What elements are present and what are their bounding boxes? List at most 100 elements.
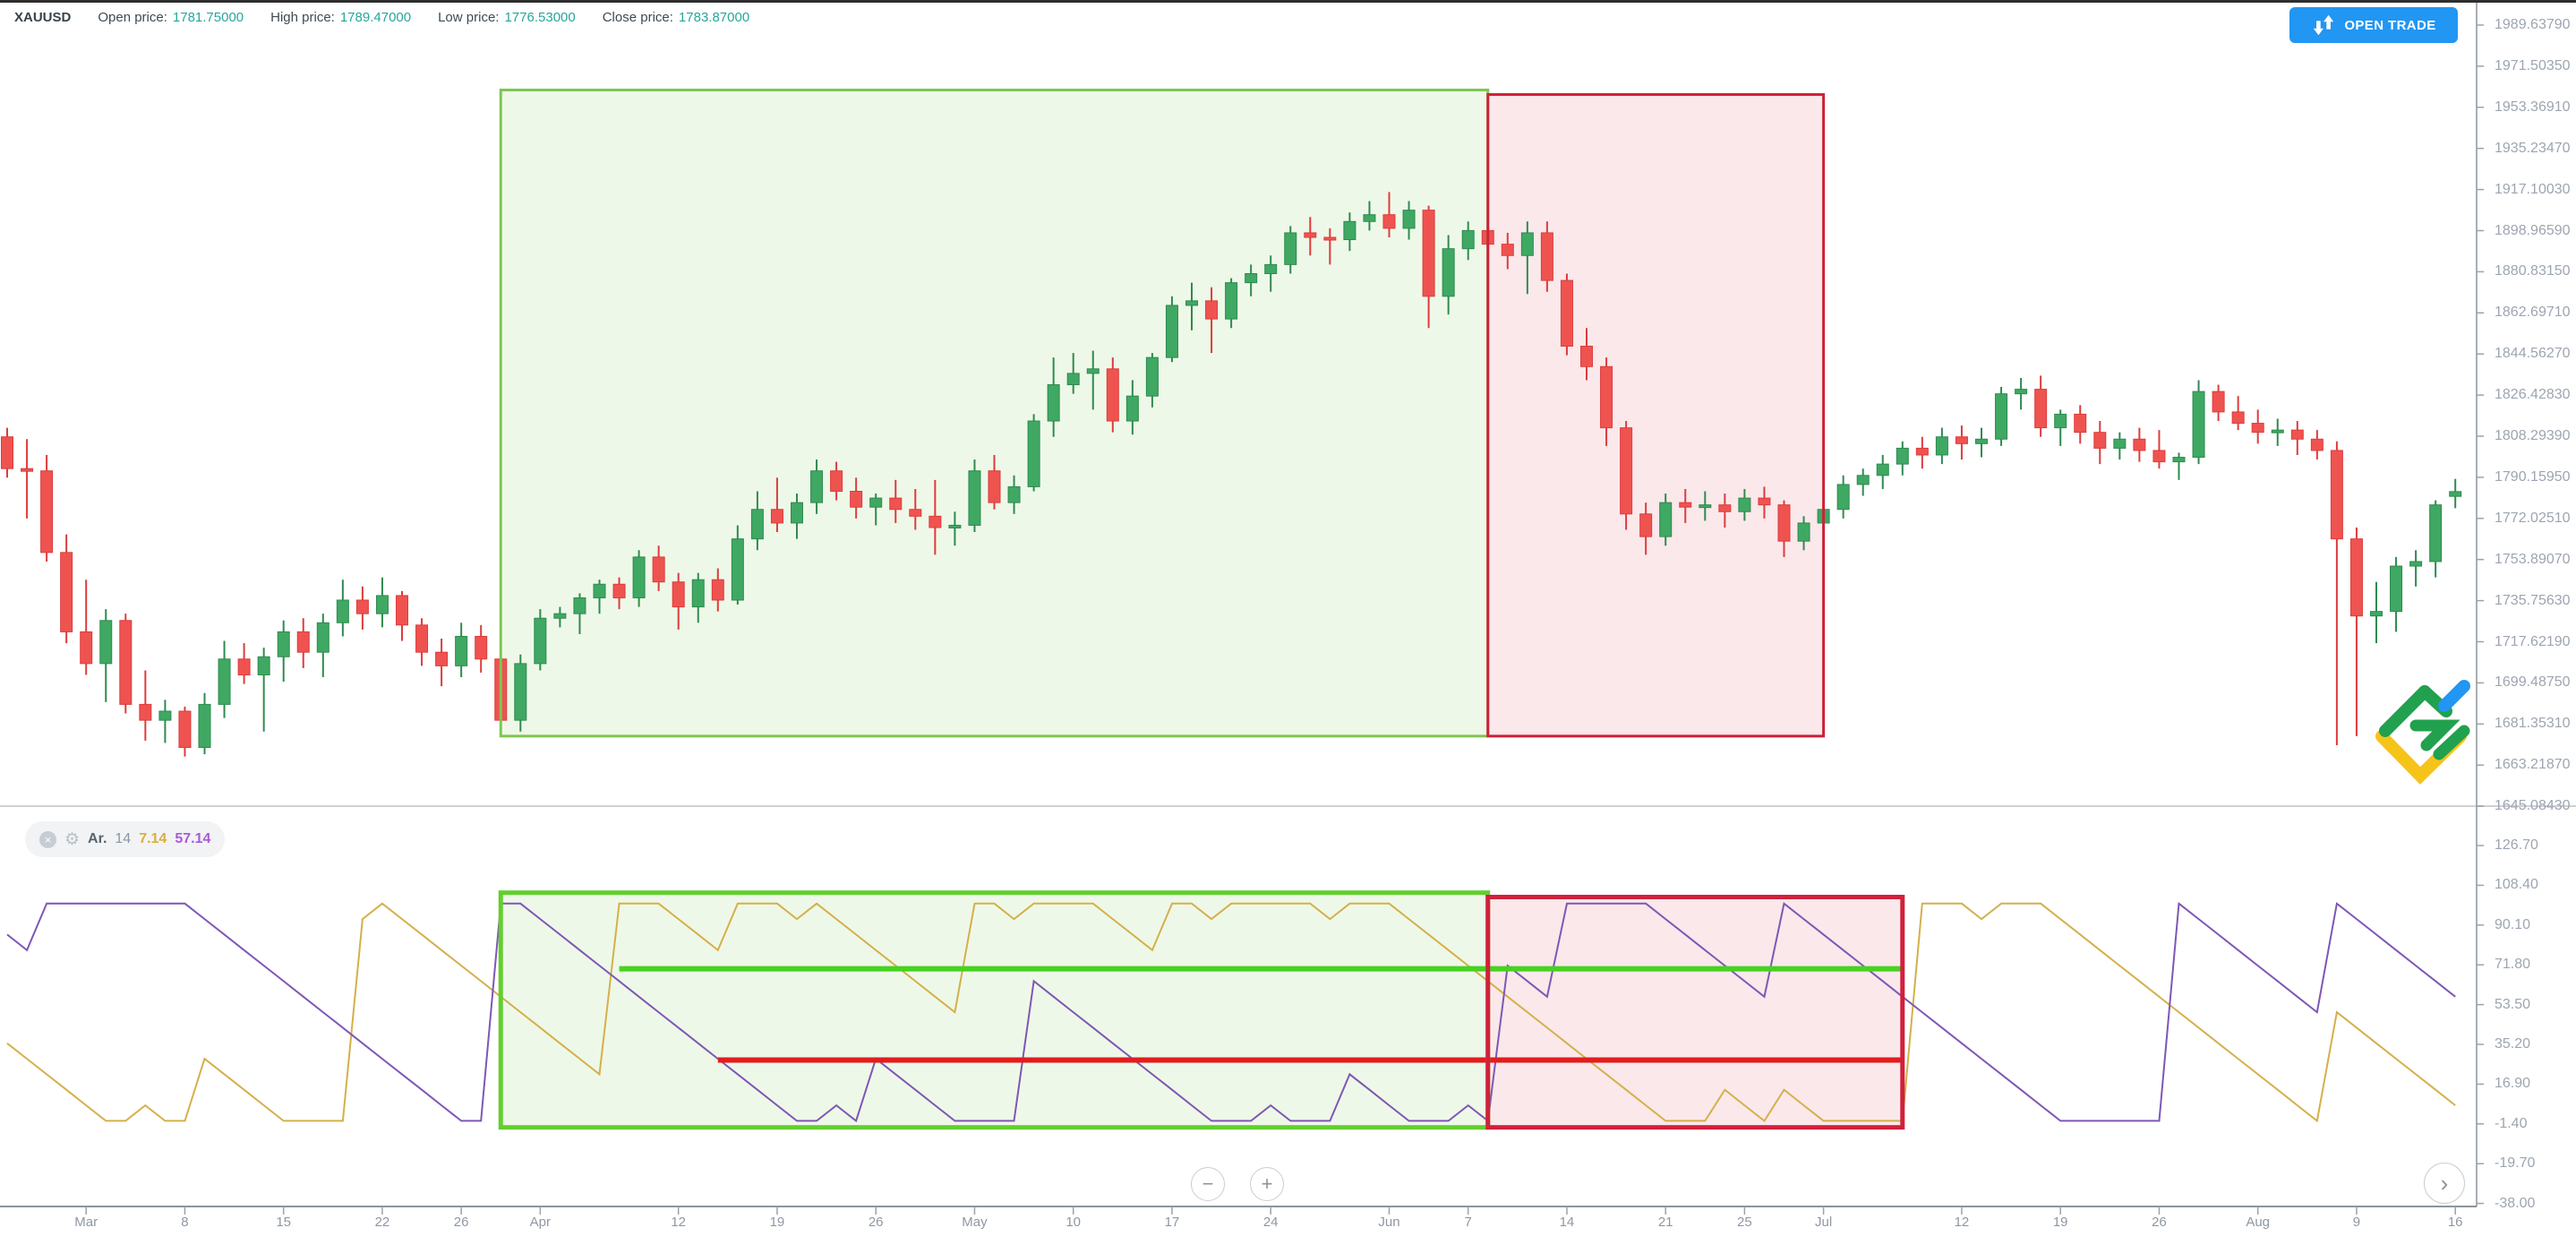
- bullish-candle: [514, 663, 527, 721]
- bullish-candle: [1402, 210, 1416, 229]
- bearish-candle: [2231, 411, 2245, 425]
- low-price: Low price: 1776.53000: [438, 10, 576, 25]
- bearish-candle: [1639, 513, 1653, 537]
- window-top-edge: [0, 0, 2576, 3]
- bearish-candle: [296, 631, 310, 653]
- bearish-candle: [1620, 427, 1633, 515]
- bullish-candle: [573, 597, 586, 614]
- bearish-candle: [1915, 447, 1929, 456]
- indicator-axis-label: -1.40: [2495, 1115, 2528, 1131]
- bullish-candle: [1659, 502, 1673, 537]
- bearish-candle: [612, 583, 626, 598]
- bullish-candle: [1027, 420, 1040, 487]
- close-price-label: Close price:: [602, 10, 673, 25]
- bullish-candle: [218, 658, 231, 705]
- time-axis-label: 19: [769, 1215, 785, 1230]
- bearish-candle: [1758, 497, 1771, 506]
- time-axis-label: 9: [2352, 1215, 2361, 1230]
- bullish-candle: [1935, 436, 1948, 456]
- trade-arrows-icon: [2311, 13, 2336, 37]
- price-axis-label: 1717.62190: [2495, 633, 2571, 649]
- indicator-axis-label: 16.90: [2495, 1076, 2531, 1092]
- bullish-candle: [869, 497, 883, 508]
- time-axis-label: Apr: [529, 1215, 552, 1230]
- bearish-candle: [1, 436, 13, 469]
- indicator-axis-label: 53.50: [2495, 996, 2531, 1012]
- bullish-candle: [1066, 373, 1080, 386]
- bullish-candle: [553, 613, 567, 619]
- bullish-candle: [257, 656, 270, 676]
- bearish-candle: [415, 624, 429, 653]
- price-axis-label: 1880.83150: [2495, 263, 2571, 279]
- bearish-candle: [711, 579, 724, 601]
- bearish-candle: [909, 509, 922, 517]
- bullish-candle: [2449, 491, 2462, 497]
- indicator-name: Ar.: [88, 831, 107, 846]
- bearish-candle: [1718, 504, 1732, 512]
- bullish-candle: [1245, 273, 1258, 284]
- bullish-candle: [2054, 413, 2067, 429]
- aroon-up-value: 7.14: [139, 831, 167, 846]
- time-axis-label: Aug: [2246, 1215, 2271, 1230]
- bullish-candle: [1363, 214, 1376, 222]
- bullish-candle: [750, 509, 764, 540]
- price-axis-label: 1735.75630: [2495, 592, 2571, 608]
- bullish-candle: [1284, 232, 1297, 265]
- bullish-candle: [1738, 497, 1751, 512]
- bullish-candle: [968, 470, 981, 526]
- aroon-down-value: 57.14: [175, 831, 211, 846]
- aroon-indicator-legend: × ⚙ Ar. 14 7.14 57.14: [25, 821, 226, 857]
- time-axis-label: 25: [1737, 1215, 1752, 1230]
- open-trade-label: OPEN TRADE: [2344, 17, 2436, 33]
- bearish-candle: [929, 515, 942, 528]
- bearish-candle: [178, 710, 192, 749]
- bullish-candle: [2390, 565, 2403, 613]
- bullish-candle: [632, 556, 646, 598]
- zoom-out-button[interactable]: −: [1191, 1167, 1225, 1201]
- bearish-candle: [1560, 279, 1573, 347]
- remove-indicator-icon[interactable]: ×: [39, 830, 56, 848]
- open-trade-button[interactable]: OPEN TRADE: [2289, 7, 2458, 43]
- bullish-candle: [731, 538, 744, 601]
- time-axis-label: Jul: [1815, 1215, 1833, 1230]
- time-axis-label: 22: [374, 1215, 390, 1230]
- scroll-right-button[interactable]: ›: [2424, 1163, 2465, 1204]
- bearish-candle: [139, 703, 152, 721]
- bullish-candle: [455, 635, 468, 666]
- aroon-down-line: [6, 901, 2456, 1123]
- time-axis-label: 26: [453, 1215, 469, 1230]
- aroon-bearish-region-border: [1485, 895, 1905, 1130]
- bearish-candle: [770, 509, 783, 524]
- time-axis-label: 26: [2152, 1215, 2167, 1230]
- time-axis-label: 7: [1464, 1215, 1472, 1230]
- indicator-settings-gear-icon[interactable]: ⚙: [64, 829, 81, 849]
- bearish-candle: [21, 468, 34, 472]
- bullish-candle: [534, 617, 547, 665]
- time-axis-label: 15: [276, 1215, 292, 1230]
- price-axis-label: 1862.69710: [2495, 305, 2571, 321]
- bullish-region-fill: [501, 90, 1488, 736]
- bearish-candle: [1323, 236, 1337, 241]
- bearish-candle: [2330, 450, 2343, 540]
- bearish-candle: [1580, 345, 1593, 367]
- time-axis-label: 26: [868, 1215, 884, 1230]
- aroon-bullish-region-fill: [501, 892, 1488, 1128]
- bullish-candle: [1145, 356, 1159, 397]
- close-price-value: 1783.87000: [678, 10, 750, 25]
- bullish-candle: [2113, 438, 2127, 449]
- bearish-candle: [1777, 504, 1791, 542]
- bearish-candle: [1205, 300, 1219, 320]
- zoom-in-button[interactable]: +: [1250, 1167, 1284, 1201]
- bullish-candle: [2429, 504, 2443, 562]
- bullish-candle: [1442, 248, 1455, 297]
- price-axis-label: 1935.23470: [2495, 140, 2571, 156]
- bullish-candle: [1856, 475, 1870, 485]
- bullish-candle: [2271, 429, 2284, 434]
- bearish-candle: [988, 470, 1001, 503]
- time-axis-label: 12: [1954, 1215, 1970, 1230]
- bullish-candle: [99, 620, 113, 665]
- bearish-candle: [355, 599, 369, 614]
- high-price-label: High price:: [270, 10, 335, 25]
